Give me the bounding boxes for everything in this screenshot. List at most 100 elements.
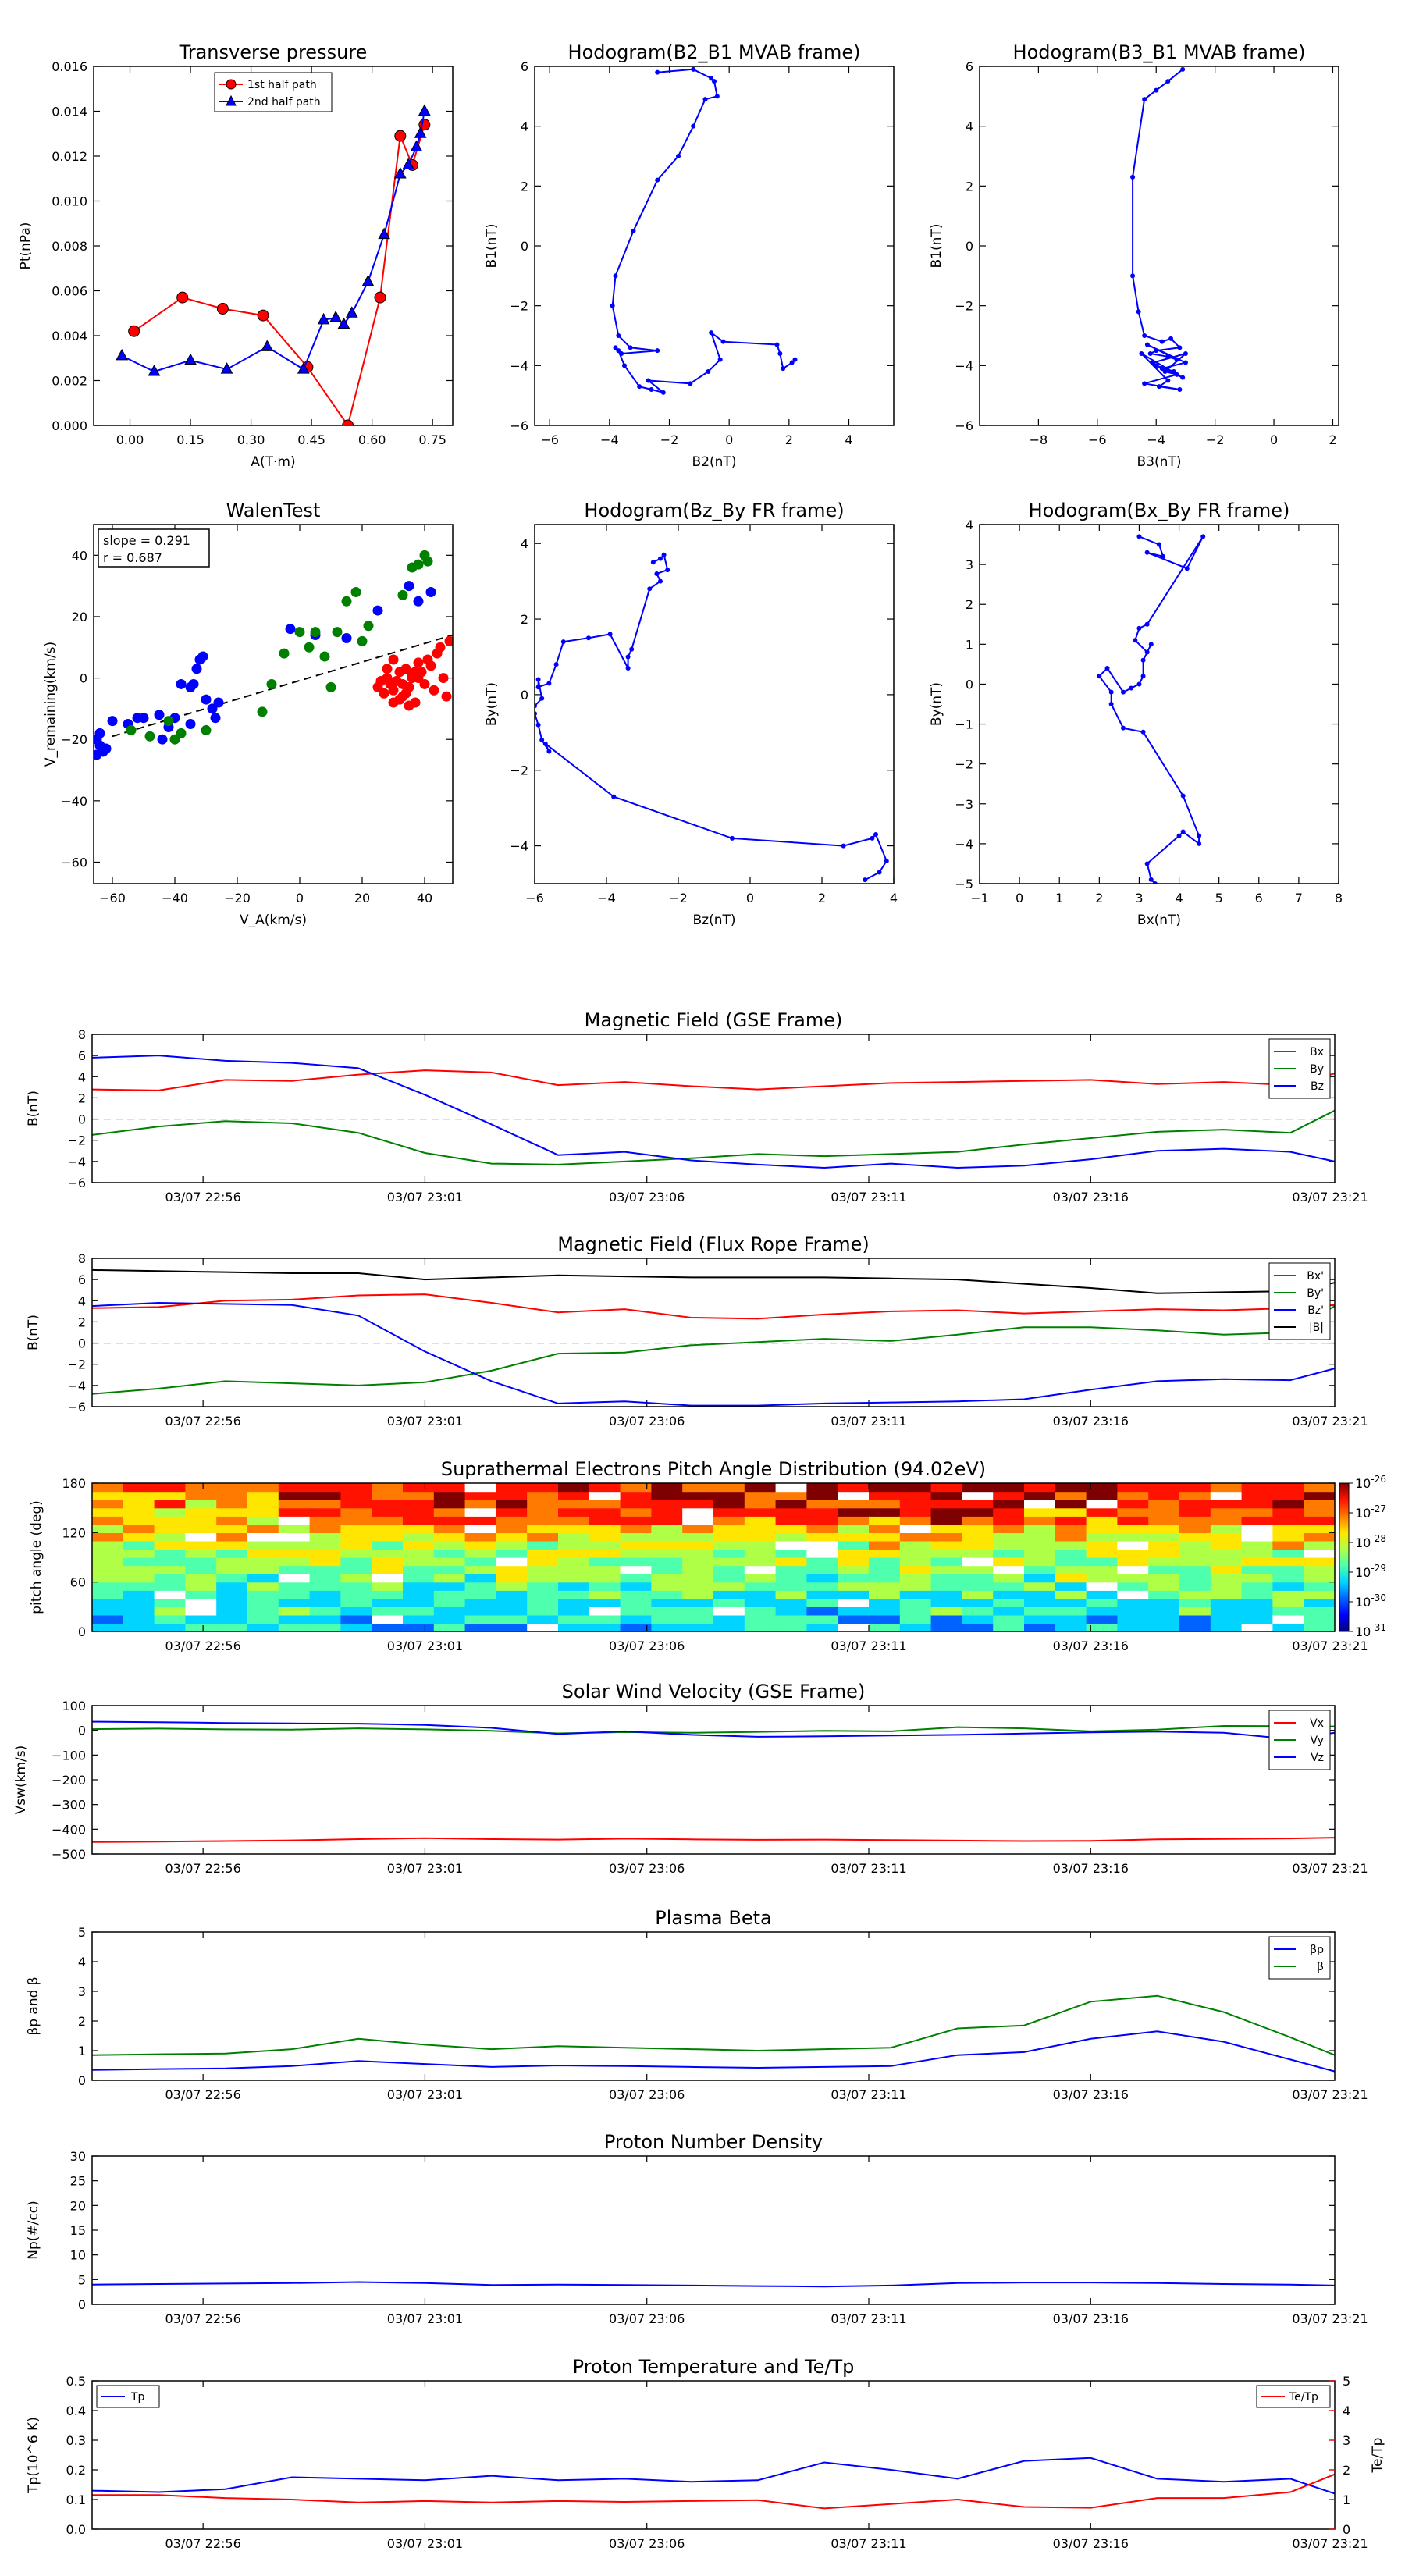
data-point: [691, 123, 696, 129]
heatmap-cell: [869, 1500, 901, 1509]
heatmap-cell: [1055, 1565, 1087, 1574]
heatmap-cell: [527, 1557, 559, 1567]
heatmap-cell: [806, 1532, 838, 1542]
ytick-label: −6: [955, 418, 973, 433]
heatmap-cell: [558, 1623, 590, 1632]
y-axis-label: V_remaining(km/s): [43, 642, 59, 767]
heatmap-cell: [651, 1483, 683, 1493]
data-point: [107, 716, 118, 727]
heatmap-cell: [154, 1532, 186, 1542]
heatmap-cell: [993, 1524, 1025, 1533]
heatmap-cell: [1117, 1598, 1149, 1607]
heatmap-cell: [433, 1483, 466, 1493]
data-point: [1136, 625, 1142, 631]
heatmap-cell: [185, 1532, 217, 1542]
xtick-label: 03/07 23:01: [387, 1861, 463, 1876]
heatmap-cell: [1024, 1623, 1056, 1632]
series-line: [121, 111, 425, 373]
panel-np: Proton Number Density 0 5 10 15 20 25 30 03/07 2…: [26, 2131, 1368, 2326]
heatmap-cell: [930, 1557, 962, 1567]
heatmap-cell: [1304, 1582, 1336, 1591]
ytick-label: 2: [78, 1315, 86, 1329]
heatmap-cell: [775, 1516, 807, 1525]
ytick-label: 0.000: [52, 418, 87, 433]
xtick-label: 2: [785, 432, 793, 447]
heatmap-cell: [713, 1574, 745, 1583]
xtick-label: 03/07 23:21: [1292, 2536, 1368, 2551]
heatmap-cell: [775, 1524, 807, 1533]
xtick-label: 03/07 23:11: [831, 1638, 906, 1653]
heatmap-cell: [1210, 1565, 1243, 1574]
heatmap-cell: [247, 1507, 279, 1517]
heatmap-cell: [433, 1507, 466, 1517]
heatmap-cell: [403, 1532, 435, 1542]
data-point: [375, 676, 386, 687]
colorbar-label: 10-26: [1355, 1474, 1386, 1491]
heatmap-cell: [962, 1606, 994, 1616]
heatmap-cell: [620, 1606, 652, 1616]
heatmap-cell: [527, 1507, 559, 1517]
xtick-label: 03/07 22:56: [165, 1414, 240, 1429]
heatmap-cell: [1055, 1532, 1087, 1542]
heatmap-cell: [1148, 1606, 1180, 1616]
data-point: [374, 291, 386, 304]
ytick-label: 6: [521, 59, 528, 74]
heatmap-cell: [1210, 1574, 1243, 1583]
heatmap-cell: [651, 1491, 683, 1500]
heatmap-cell: [185, 1598, 217, 1607]
data-point: [325, 681, 336, 692]
heatmap-cell: [340, 1623, 372, 1632]
heatmap-cell: [123, 1582, 155, 1591]
heatmap-cell: [1148, 1549, 1180, 1558]
heatmap-cell: [1148, 1565, 1180, 1574]
heatmap-cell: [713, 1606, 745, 1616]
data-point: [128, 325, 140, 337]
ytick-label: −200: [52, 1773, 86, 1788]
data-point: [163, 716, 174, 727]
heatmap-cell: [464, 1598, 496, 1607]
ytick-label: 0.016: [52, 59, 87, 74]
plot-frame: [979, 66, 1339, 426]
heatmap-cell: [775, 1582, 807, 1591]
xtick-label: 8: [1335, 891, 1343, 906]
heatmap-cell: [589, 1540, 621, 1550]
annotation-slope: slope = 0.291: [103, 533, 190, 548]
heatmap-cell: [278, 1557, 311, 1567]
heatmap-cell: [589, 1590, 621, 1599]
heatmap-cell: [92, 1557, 124, 1567]
heatmap-cell: [993, 1565, 1025, 1574]
heatmap-cell: [713, 1582, 745, 1591]
heatmap-cell: [309, 1507, 341, 1517]
series-line: [91, 1268, 1336, 1294]
heatmap-cell: [340, 1549, 372, 1558]
heatmap-cell: [247, 1483, 279, 1493]
heatmap-cell: [713, 1565, 745, 1574]
xtick-label: 03/07 23:11: [831, 1190, 906, 1204]
heatmap-cell: [1272, 1532, 1304, 1542]
heatmap-cell: [962, 1483, 994, 1493]
heatmap-cell: [1210, 1590, 1243, 1599]
heatmap-cell: [806, 1549, 838, 1558]
heatmap-cell: [464, 1540, 496, 1550]
heatmap-cell: [496, 1507, 528, 1517]
heatmap-cell: [92, 1614, 124, 1624]
heatmap-cell: [1241, 1623, 1273, 1632]
heatmap-cell: [869, 1590, 901, 1599]
plot-area: [1097, 534, 1206, 884]
heatmap-cell: [620, 1507, 652, 1517]
heatmap-cell: [713, 1540, 745, 1550]
data-point: [1154, 87, 1159, 93]
heatmap-cell: [1055, 1540, 1087, 1550]
heatmap-cell: [278, 1623, 311, 1632]
ytick-label: 100: [62, 1699, 86, 1713]
heatmap-cell: [930, 1524, 962, 1533]
heatmap-cell: [1304, 1524, 1336, 1533]
plot-frame: [91, 1258, 1336, 1407]
panel-pt: Transverse pressure 0.000 0.002 0.004 0.006 0…: [18, 41, 454, 470]
heatmap-cell: [216, 1623, 248, 1632]
data-point: [444, 635, 453, 646]
heatmap-cell: [806, 1582, 838, 1591]
heatmap-cell: [1024, 1524, 1056, 1533]
heatmap-cell: [899, 1549, 932, 1558]
data-point: [201, 724, 212, 735]
